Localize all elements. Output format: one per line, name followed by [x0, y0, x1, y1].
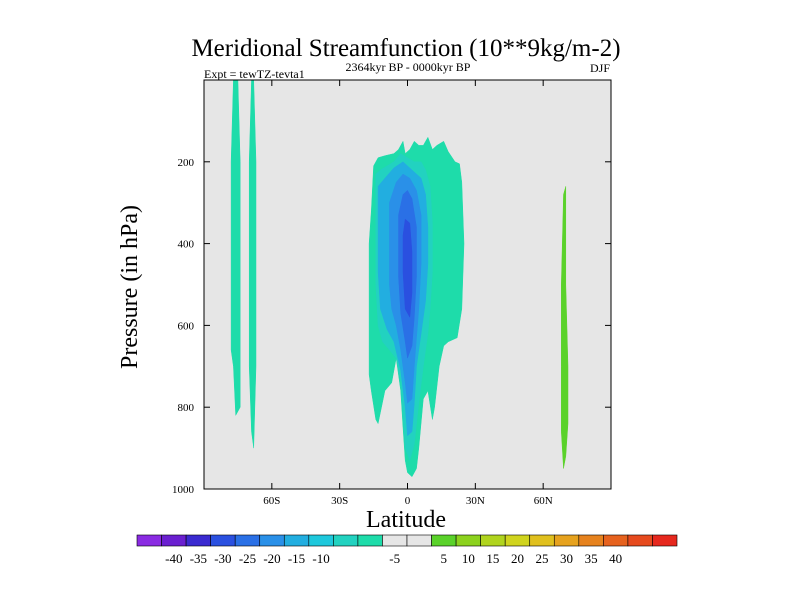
y-tick-label: 1000 — [172, 484, 195, 496]
colorbar-swatch — [283, 534, 310, 547]
colorbar-swatch — [357, 534, 383, 547]
colorbar-swatch — [406, 534, 432, 547]
colorbar-swatch — [136, 534, 162, 547]
colorbar: -40 -35 -30 -25 -20 -15 -10 -5 5 10 15 20 25 30 35 40 — [136, 534, 678, 566]
x-tick-label: 0 — [405, 495, 411, 507]
colorbar-label: 5 — [441, 551, 448, 566]
colorbar-swatch — [553, 534, 580, 547]
colorbar-label: -25 — [239, 551, 256, 566]
x-tick-label: 30N — [466, 495, 485, 507]
colorbar-swatch — [210, 534, 236, 547]
x-tick-label: 60S — [263, 495, 280, 507]
colorbar-swatch — [578, 534, 604, 547]
period-label: 2364kyr BP - 0000kyr BP — [346, 60, 471, 74]
colorbar-label: 15 — [486, 551, 499, 566]
contour-regions — [230, 79, 569, 478]
colorbar-swatch — [382, 534, 408, 547]
colorbar-swatch — [455, 534, 481, 547]
x-axis-ticks: 60S 30S 0 30N 60N — [263, 80, 553, 507]
y-tick-label: 800 — [178, 402, 195, 414]
colorbar-label: 20 — [511, 551, 524, 566]
colorbar-label: -35 — [190, 551, 207, 566]
y-tick-label: 400 — [178, 239, 195, 251]
contour-region-8 — [402, 218, 413, 319]
colorbar-swatch — [652, 534, 678, 547]
colorbar-label: -40 — [165, 551, 182, 566]
colorbar-swatch — [603, 534, 629, 547]
colorbar-label: -10 — [312, 551, 329, 566]
colorbar-label: 30 — [560, 551, 573, 566]
x-tick-label: 30S — [331, 495, 348, 507]
experiment-label: Expt = tewTZ-tevta1 — [204, 67, 305, 81]
chart-title: Meridional Streamfunction (10**9kg/m-2) — [191, 35, 620, 62]
colorbar-label: 25 — [536, 551, 549, 566]
colorbar-swatch — [185, 534, 211, 547]
colorbar-swatch — [627, 534, 653, 547]
x-axis-label: Latitude — [366, 507, 446, 533]
colorbar-swatch — [333, 534, 359, 547]
colorbar-label: -20 — [263, 551, 280, 566]
x-tick-label: 60N — [534, 495, 553, 507]
season-label: DJF — [590, 61, 610, 75]
colorbar-label: 40 — [609, 551, 622, 566]
y-tick-label: 200 — [178, 157, 195, 169]
colorbar-swatch — [161, 534, 187, 547]
colorbar-swatch — [259, 534, 285, 547]
y-axis-ticks: 200 400 600 800 1000 — [172, 157, 611, 496]
colorbar-swatch — [529, 534, 555, 547]
contour-region-9 — [561, 186, 569, 469]
colorbar-swatch — [308, 534, 334, 547]
colorbar-label: 35 — [585, 551, 598, 566]
colorbar-swatch — [431, 534, 457, 547]
y-tick-label: 600 — [178, 320, 195, 332]
colorbar-label: -15 — [288, 551, 305, 566]
contour-region-1 — [230, 79, 241, 417]
colorbar-swatch — [234, 534, 261, 547]
plot-area: 60S 30S 0 30N 60N 200 400 600 800 1000 — [172, 79, 612, 507]
colorbar-swatch — [504, 534, 531, 547]
colorbar-label: 10 — [462, 551, 475, 566]
contour-region-2 — [248, 79, 257, 449]
y-axis-label: Pressure (in hPa) — [117, 205, 143, 369]
colorbar-swatch — [480, 534, 506, 547]
colorbar-label: -5 — [389, 551, 400, 566]
colorbar-label: -30 — [214, 551, 231, 566]
